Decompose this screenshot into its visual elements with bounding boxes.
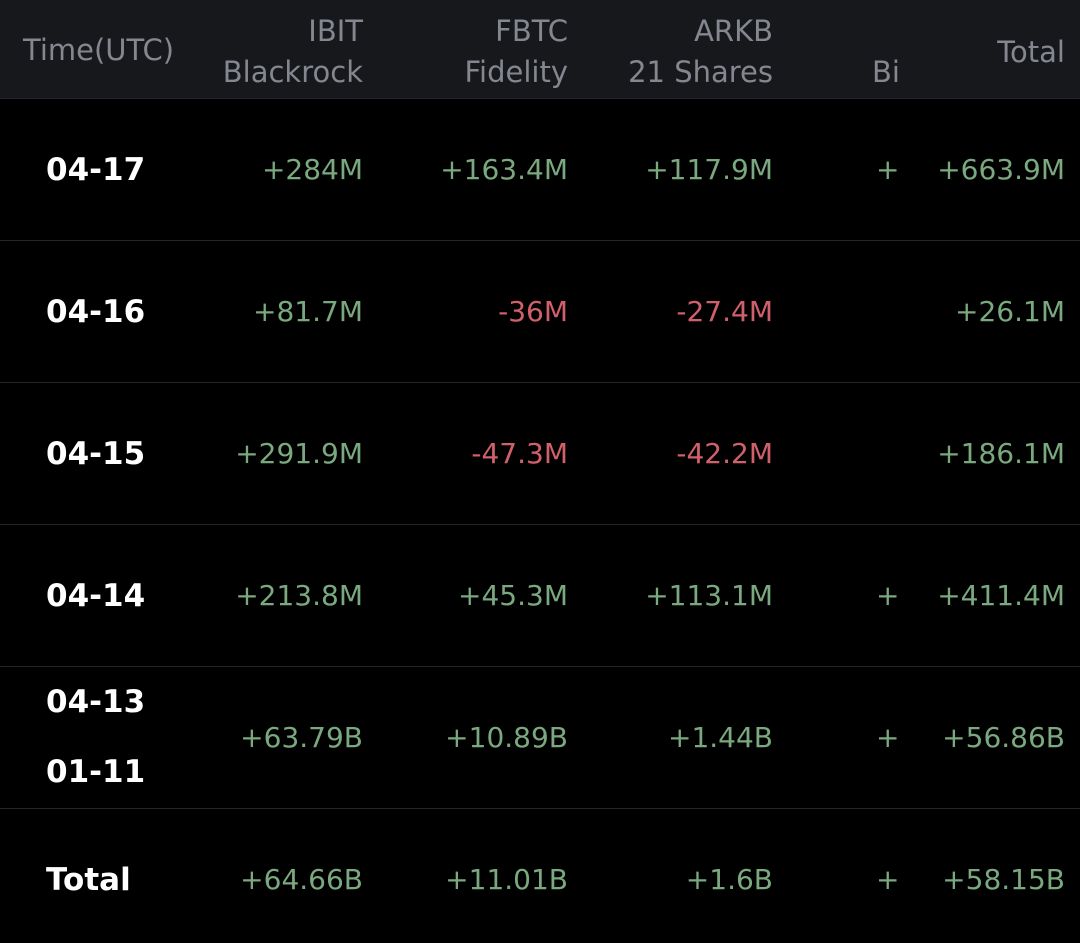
row-date-range: 04-13 01-11 <box>46 667 145 807</box>
row-date-end: 01-11 <box>46 754 146 790</box>
header-total[interactable]: Total <box>997 32 1065 73</box>
arkb-flow: +113.1M <box>645 579 773 612</box>
clipped-flow-text: +: <box>876 153 898 186</box>
header-fbtc[interactable]: FBTC Fidelity <box>464 11 568 93</box>
fbtc-flow: -36M <box>498 295 568 328</box>
fbtc-flow: -47.3M <box>471 437 568 470</box>
ibit-flow: +291.9M <box>235 437 363 470</box>
header-ibit[interactable]: IBIT Blackrock <box>223 11 363 93</box>
ibit-flow: +64.66B <box>240 863 363 896</box>
clipped-flow-text: + <box>876 863 898 896</box>
header-ibit-ticker: IBIT <box>308 14 363 48</box>
table-row[interactable]: 04-14 +213.8M +45.3M +113.1M + +411.4M <box>0 525 1080 667</box>
header-total-label: Total <box>997 35 1065 69</box>
total-flow: +186.1M <box>937 437 1065 470</box>
clipped-flow-text: + <box>876 579 898 612</box>
header-clipped-label: Bi <box>872 55 898 89</box>
fbtc-flow: +45.3M <box>458 579 568 612</box>
row-date: 04-17 <box>46 152 146 188</box>
clipped-flow <box>876 291 898 333</box>
total-flow: +58.15B <box>942 863 1065 896</box>
clipped-flow <box>876 433 898 475</box>
table-row[interactable]: 04-17 +284M +163.4M +117.9M +: +663.9M <box>0 99 1080 241</box>
row-date: 04-16 <box>46 294 146 330</box>
ibit-flow: +284M <box>261 153 363 186</box>
header-fbtc-ticker: FBTC <box>495 14 568 48</box>
arkb-flow: -27.4M <box>676 295 773 328</box>
fbtc-flow: +10.89B <box>445 721 568 754</box>
ibit-flow: +81.7M <box>253 295 363 328</box>
clipped-flow-text: + <box>876 721 898 754</box>
row-date: 04-14 <box>46 578 146 614</box>
table-header: Time(UTC) IBIT Blackrock FBTC Fidelity A… <box>0 0 1080 99</box>
header-time-label: Time(UTC) <box>23 33 175 67</box>
header-ibit-issuer: Blackrock <box>222 55 363 89</box>
header-fbtc-issuer: Fidelity <box>464 55 568 89</box>
row-total-label: Total <box>46 862 131 898</box>
total-flow: +411.4M <box>937 579 1065 612</box>
table-row-total[interactable]: Total +64.66B +11.01B +1.6B + +58.15B <box>0 809 1080 943</box>
total-flow: +26.1M <box>955 295 1065 328</box>
table-row[interactable]: 04-16 +81.7M -36M -27.4M +26.1M <box>0 241 1080 383</box>
header-arkb[interactable]: ARKB 21 Shares <box>628 11 773 93</box>
ibit-flow: +63.79B <box>240 721 363 754</box>
clipped-flow: + <box>876 575 898 617</box>
header-arkb-ticker: ARKB <box>694 14 773 48</box>
arkb-flow: +1.6B <box>685 863 773 896</box>
table-row[interactable]: 04-15 +291.9M -47.3M -42.2M +186.1M <box>0 383 1080 525</box>
arkb-flow: +117.9M <box>645 153 773 186</box>
total-flow: +56.86B <box>942 721 1065 754</box>
header-clipped-column[interactable]: Bi <box>872 52 898 94</box>
row-date-start: 04-13 <box>46 684 146 720</box>
ibit-flow: +213.8M <box>235 579 363 612</box>
arkb-flow: +1.44B <box>667 721 773 754</box>
arkb-flow: -42.2M <box>676 437 773 470</box>
clipped-flow: + <box>876 717 898 759</box>
total-flow: +663.9M <box>937 153 1065 186</box>
row-date: 04-15 <box>46 436 146 472</box>
header-arkb-issuer: 21 Shares <box>628 55 773 89</box>
clipped-flow: +: <box>876 149 898 191</box>
table-row[interactable]: 04-13 01-11 +63.79B +10.89B +1.44B + +56… <box>0 667 1080 809</box>
header-time[interactable]: Time(UTC) <box>23 30 174 71</box>
fbtc-flow: +11.01B <box>445 863 568 896</box>
clipped-flow: + <box>876 859 898 901</box>
fbtc-flow: +163.4M <box>440 153 568 186</box>
